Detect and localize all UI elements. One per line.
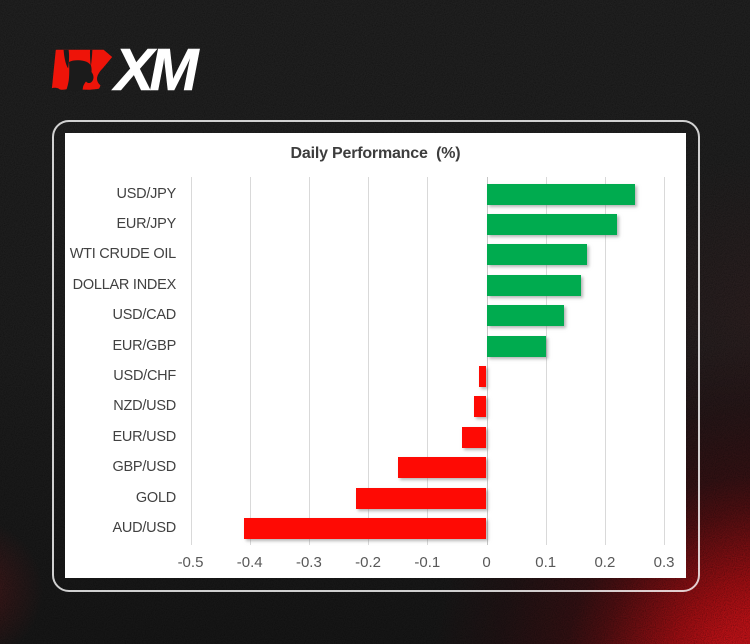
svg-text:XM: XM — [112, 40, 201, 100]
